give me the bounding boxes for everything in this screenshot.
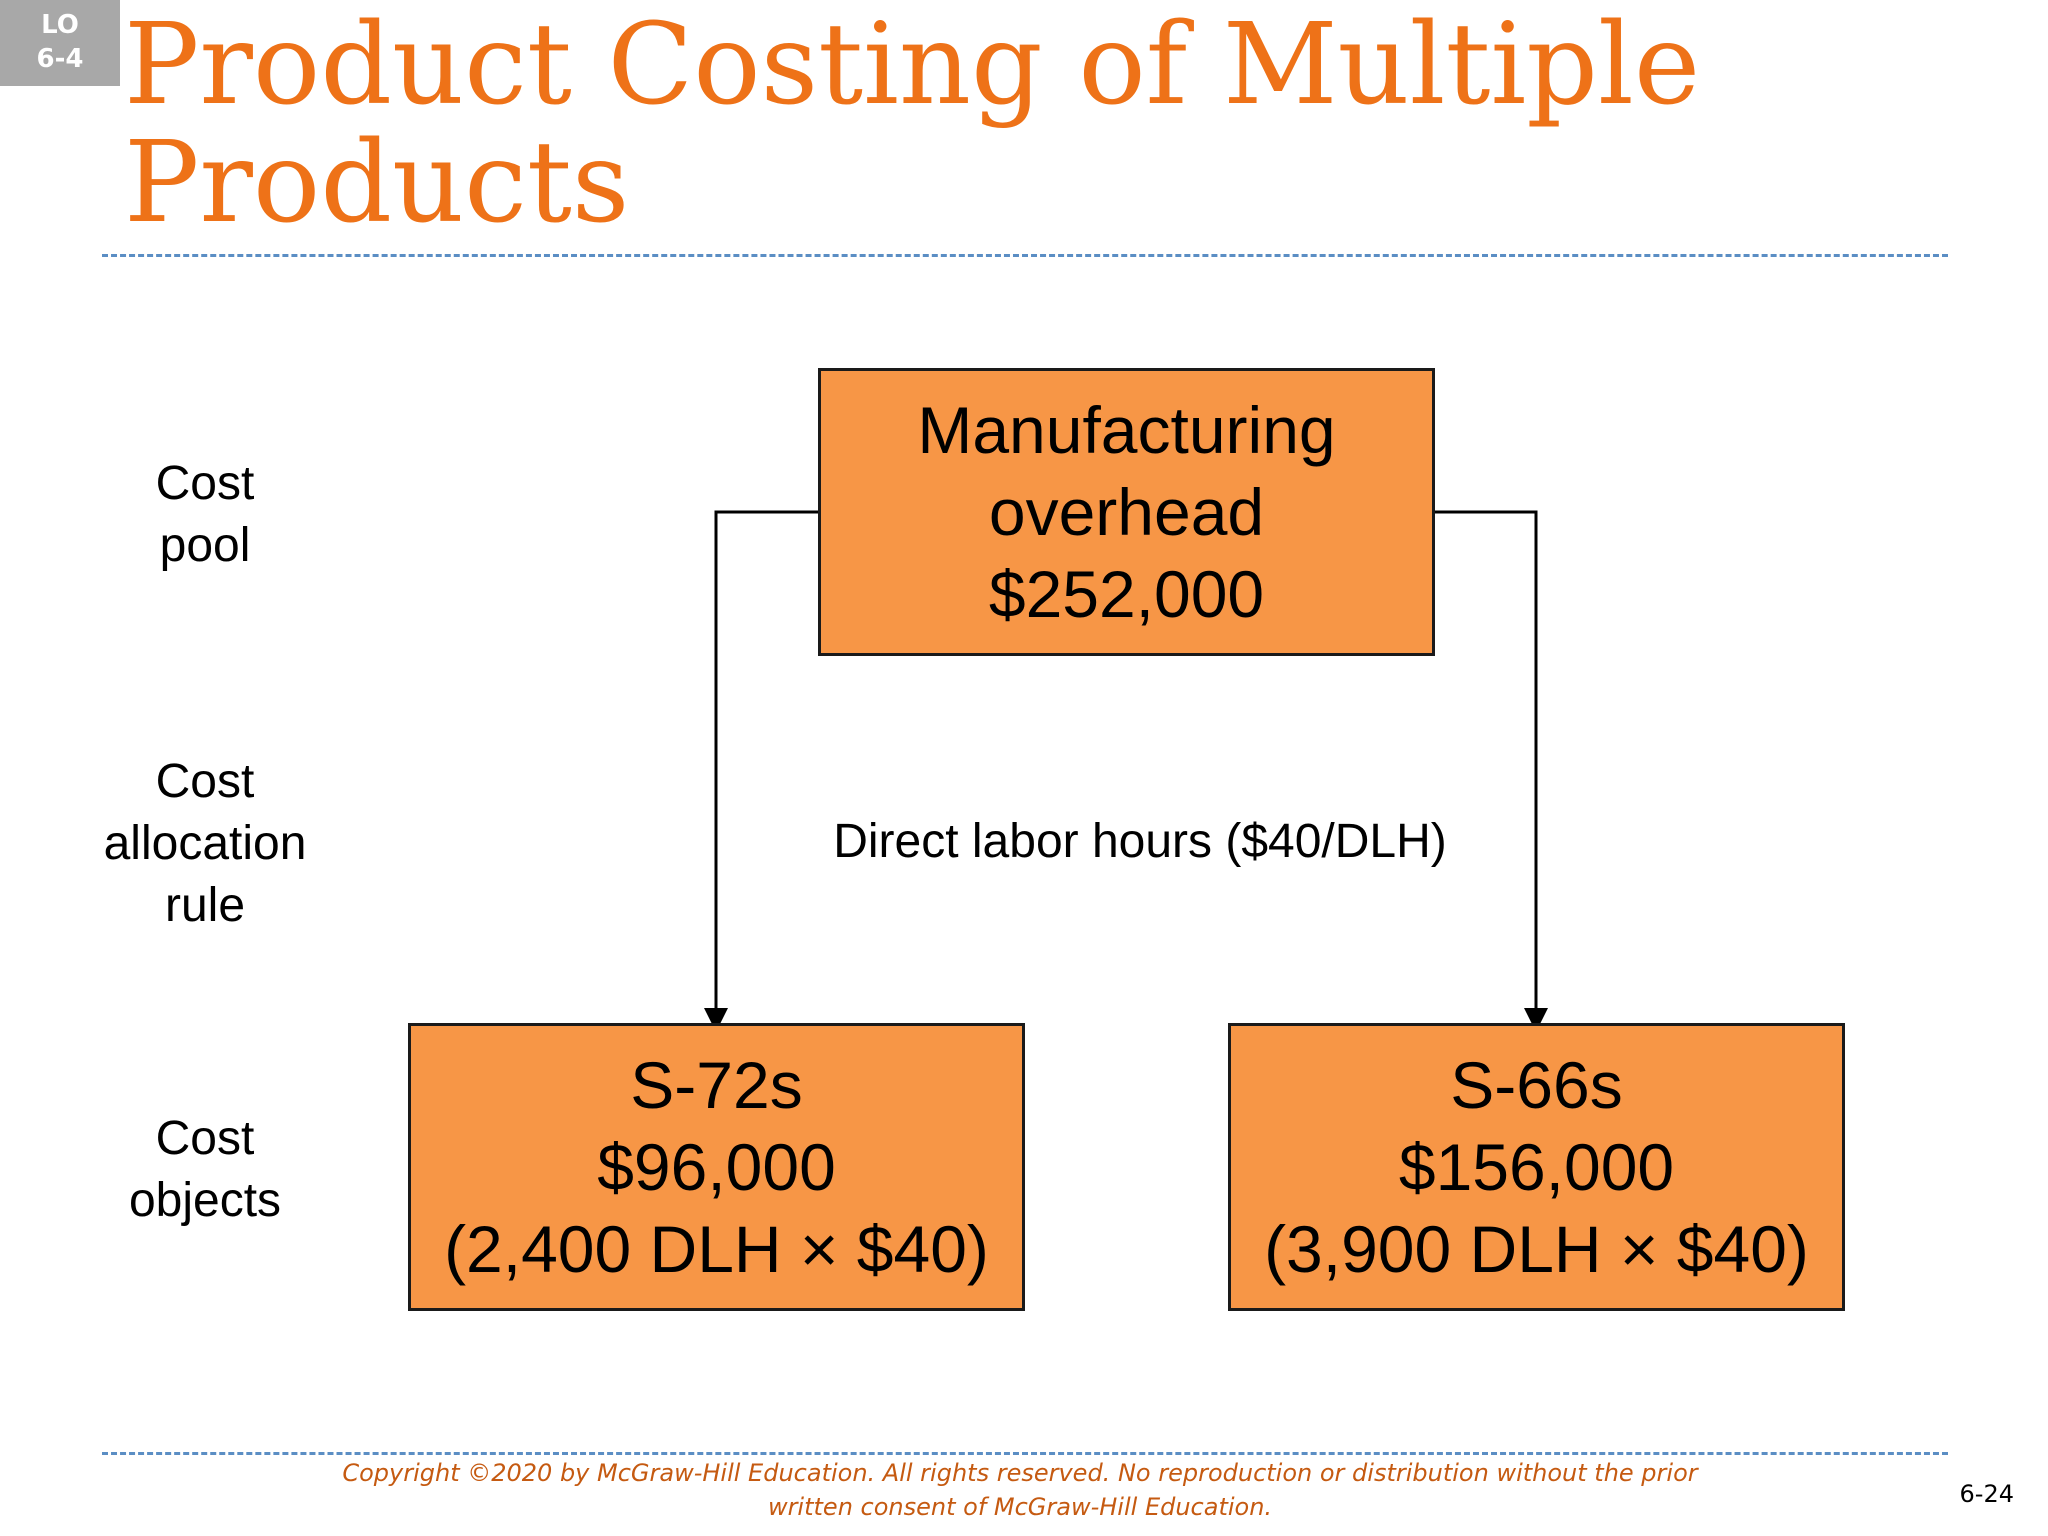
- cost-object-box-s66s: S-66s $156,000 (3,900 DLH × $40): [1228, 1023, 1845, 1311]
- learning-objective-badge: LO 6-4: [0, 0, 120, 86]
- row-label-cost-pool: Cost pool: [60, 453, 350, 577]
- cost-pool-box: Manufacturing overhead $252,000: [818, 368, 1435, 656]
- row-label-allocation-rule-line-1: Cost: [155, 755, 255, 808]
- row-label-cost-objects: Cost objects: [60, 1108, 350, 1232]
- row-label-cost-objects-line-2: objects: [128, 1174, 282, 1227]
- cost-object-box-s72s: S-72s $96,000 (2,400 DLH × $40): [408, 1023, 1025, 1311]
- row-label-cost-pool-line-2: pool: [159, 519, 251, 572]
- slide-title: Product Costing of Multiple Products: [124, 6, 1944, 242]
- cost-pool-name-line-2: overhead: [988, 475, 1265, 549]
- cost-object-name: S-66s: [1450, 1048, 1623, 1122]
- slide-title-line-1: Product Costing of Multiple: [124, 0, 1701, 130]
- cost-pool-name-line-1: Manufacturing: [917, 393, 1336, 467]
- cost-object-calculation: (3,900 DLH × $40): [1264, 1212, 1809, 1286]
- allocation-rule-text: Direct labor hours ($40/DLH): [833, 815, 1447, 868]
- cost-object-calculation: (2,400 DLH × $40): [444, 1212, 989, 1286]
- row-label-cost-pool-line-1: Cost: [155, 457, 255, 510]
- row-label-cost-objects-line-1: Cost: [155, 1112, 255, 1165]
- badge-line-2: 6-4: [36, 44, 84, 74]
- page-number: 6-24: [1959, 1480, 2014, 1508]
- copyright-notice: Copyright ©2020 by McGraw-Hill Education…: [300, 1456, 1740, 1524]
- connector-to-s66s: [1435, 510, 1548, 1032]
- row-label-allocation-rule-line-3: rule: [164, 879, 246, 932]
- cost-object-amount: $96,000: [597, 1130, 836, 1204]
- copyright-line-1: Copyright ©2020 by McGraw-Hill Education…: [342, 1459, 1698, 1487]
- copyright-line-2: written consent of McGraw-Hill Education…: [767, 1493, 1273, 1521]
- row-label-allocation-rule: Cost allocation rule: [60, 751, 350, 937]
- row-label-allocation-rule-line-2: allocation: [103, 817, 307, 870]
- cost-object-amount: $156,000: [1398, 1130, 1675, 1204]
- cost-pool-amount: $252,000: [988, 557, 1265, 631]
- badge-line-1: LO: [41, 10, 79, 40]
- cost-object-name: S-72s: [630, 1048, 803, 1122]
- slide-title-line-2: Products: [124, 118, 630, 248]
- header-divider: [102, 254, 1948, 257]
- connector-to-s72s: [704, 510, 818, 1032]
- footer-divider: [102, 1452, 1948, 1455]
